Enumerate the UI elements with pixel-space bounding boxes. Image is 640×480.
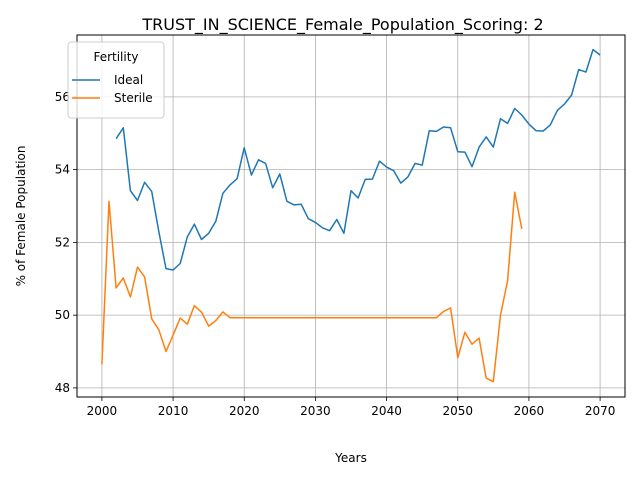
x-tick-label: 2010	[158, 404, 189, 418]
x-axis-label: Years	[334, 451, 367, 465]
legend-label-sterile: Sterile	[114, 91, 153, 105]
x-tick-label: 2000	[87, 404, 118, 418]
x-tick-label: 2020	[229, 404, 260, 418]
chart-title: TRUST_IN_SCIENCE_Female_Population_Scori…	[141, 15, 543, 35]
y-tick-label: 54	[55, 163, 70, 177]
legend-title: Fertility	[93, 50, 138, 64]
y-axis-label: % of Female Population	[14, 146, 28, 287]
series-lines	[101, 48, 601, 383]
x-tick-label: 2050	[442, 404, 473, 418]
y-tick-label: 52	[55, 235, 70, 249]
series-line-sterile	[101, 191, 523, 383]
x-tick-label: 2030	[300, 404, 331, 418]
legend-frame	[67, 41, 165, 119]
x-tick-label: 2060	[514, 404, 545, 418]
x-tick-label: 2070	[585, 404, 616, 418]
x-axis-ticks: 2000 2010 2020 2030 2040 2050 2060 2070	[87, 397, 616, 418]
x-tick-label: 2040	[371, 404, 402, 418]
y-tick-label: 56	[55, 90, 70, 104]
y-tick-label: 48	[55, 381, 70, 395]
legend: Fertility Ideal Sterile	[67, 41, 165, 119]
series-line-ideal	[115, 48, 601, 271]
y-axis-ticks: 48 50 52 54 56	[55, 90, 77, 395]
grid-lines	[77, 35, 625, 397]
legend-label-ideal: Ideal	[114, 73, 143, 87]
plot-area-frame	[76, 34, 626, 398]
y-tick-label: 50	[55, 308, 70, 322]
